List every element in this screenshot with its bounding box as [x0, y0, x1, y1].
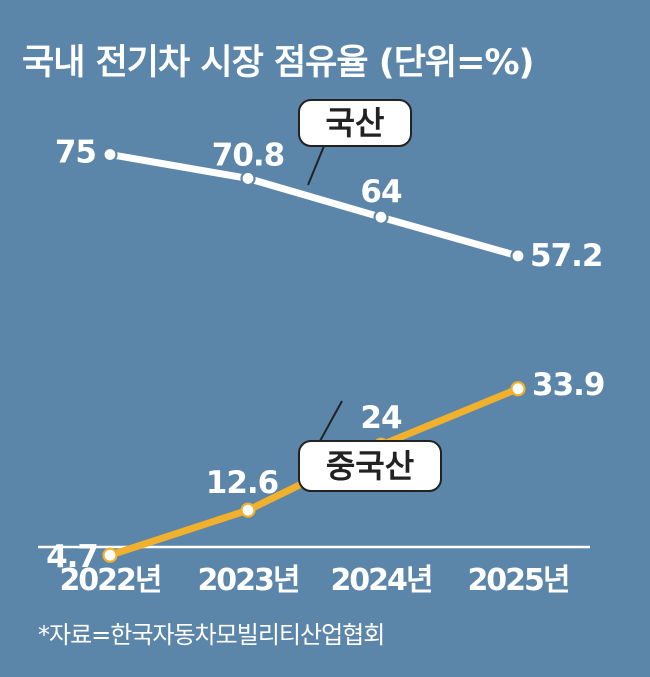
x-tick-label: 2023년	[197, 563, 298, 598]
chinese-callout-leader	[319, 400, 343, 442]
x-tick-label: 2022년	[59, 563, 160, 598]
domestic-data-label: 70.8	[212, 137, 285, 173]
domestic-data-point	[240, 170, 256, 187]
domestic-data-label: 57.2	[530, 238, 603, 274]
chinese-data-point	[102, 547, 118, 563]
chinese-data-point	[240, 502, 256, 518]
chinese-data-label: 33.9	[532, 367, 605, 403]
chinese-series-name: 중국산	[326, 447, 414, 485]
domestic-data-point	[102, 146, 118, 163]
domestic-data-point	[510, 248, 526, 264]
chinese-data-label: 24	[360, 400, 402, 436]
domestic-data-point	[373, 209, 389, 225]
domestic-data-label: 75	[55, 135, 96, 171]
domestic-data-label: 64	[360, 174, 402, 210]
domestic-callout-box	[298, 99, 412, 147]
domestic-series-line	[106, 151, 522, 260]
source-note: *자료=한국자동차모빌리티산업협회	[38, 621, 385, 649]
x-tick-label: 2025년	[467, 563, 568, 598]
chinese-data-point	[510, 381, 526, 397]
chart-title: 국내 전기차 시장 점유율 (단위=%)	[22, 43, 535, 83]
x-tick-label: 2024년	[330, 563, 431, 598]
domestic-callout-leader	[307, 145, 325, 186]
chinese-data-label: 12.6	[206, 465, 279, 501]
domestic-series-name: 국산	[326, 104, 385, 142]
chinese-data-label: 4.7	[46, 539, 98, 575]
chinese-callout-box	[298, 440, 442, 492]
